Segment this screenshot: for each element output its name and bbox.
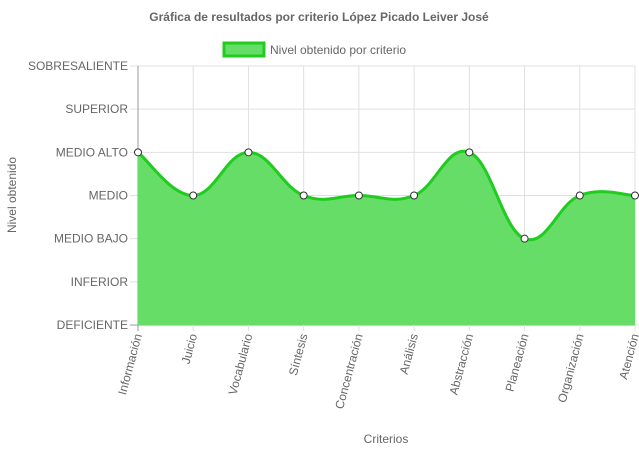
data-point	[465, 148, 474, 157]
legend-label[interactable]: Nivel obtenido por criterio	[270, 43, 406, 57]
data-point	[299, 191, 308, 200]
x-axis-title: Criterios	[364, 432, 409, 446]
series-area	[138, 151, 635, 325]
y-axis-title: Nivel obtenido	[5, 157, 19, 233]
x-tick-label: Juicio	[179, 332, 201, 366]
data-point	[520, 234, 529, 243]
data-point	[134, 148, 142, 157]
legend[interactable]: Nivel obtenido por criterio	[222, 41, 406, 58]
y-tick-label: SOBRESALIENTE	[28, 59, 128, 73]
legend-swatch[interactable]	[222, 41, 266, 58]
series-line	[137, 149, 636, 242]
x-tick-label: Síntesis	[286, 332, 311, 377]
x-tick-label: Abstracción	[446, 332, 476, 396]
data-point	[189, 191, 198, 200]
y-tick-label: MEDIO ALTO	[56, 145, 128, 159]
y-tick-label: INFERIOR	[71, 275, 129, 289]
x-tick-label: Atención	[616, 332, 639, 381]
y-tick-label: MEDIO BAJO	[54, 232, 128, 246]
x-tick-label: Organización	[555, 332, 587, 404]
x-tick-label: Análisis	[397, 332, 421, 376]
y-tick-label: MEDIO	[89, 189, 128, 203]
data-point	[631, 191, 639, 200]
x-tick-label: Concentración	[332, 332, 366, 410]
data-point	[354, 191, 363, 200]
data-point	[575, 191, 584, 200]
chart-title: Gráfica de resultados por criterio López…	[149, 10, 489, 24]
x-tick-label: Información	[115, 332, 145, 396]
y-tick-label: SUPERIOR	[65, 102, 128, 116]
data-point	[244, 148, 253, 157]
y-tick-label: DEFICIENTE	[57, 318, 128, 332]
x-tick-label: Vocabulario	[226, 332, 256, 397]
data-point	[410, 191, 419, 200]
x-tick-label: Planeación	[503, 332, 532, 393]
